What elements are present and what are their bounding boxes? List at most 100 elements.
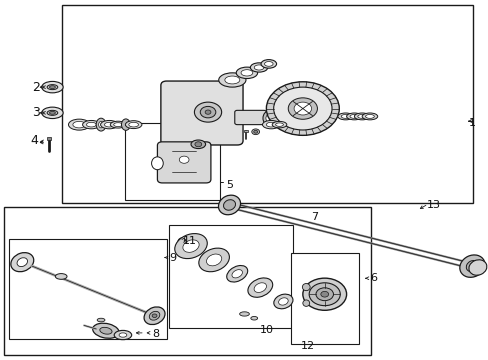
Ellipse shape [17, 258, 27, 266]
Ellipse shape [179, 156, 189, 163]
Ellipse shape [73, 121, 85, 128]
Ellipse shape [263, 111, 274, 125]
Ellipse shape [152, 314, 157, 318]
Text: 10: 10 [259, 325, 273, 335]
Ellipse shape [254, 65, 264, 70]
Ellipse shape [341, 114, 349, 118]
Ellipse shape [459, 255, 484, 277]
Ellipse shape [466, 261, 477, 272]
Ellipse shape [114, 330, 131, 340]
Ellipse shape [272, 121, 286, 128]
Ellipse shape [174, 234, 207, 258]
Ellipse shape [218, 195, 240, 215]
Bar [46, 138, 51, 140]
Ellipse shape [302, 284, 309, 291]
Ellipse shape [226, 266, 247, 282]
Ellipse shape [104, 122, 114, 127]
Ellipse shape [253, 130, 257, 133]
Ellipse shape [265, 114, 271, 122]
FancyBboxPatch shape [161, 81, 243, 145]
Ellipse shape [247, 278, 272, 297]
Text: 1: 1 [468, 118, 474, 128]
Ellipse shape [96, 118, 106, 131]
Ellipse shape [11, 253, 34, 272]
Ellipse shape [251, 129, 259, 135]
Ellipse shape [287, 98, 317, 119]
Ellipse shape [346, 113, 362, 120]
Ellipse shape [144, 307, 164, 325]
Bar [243, 130, 248, 132]
Ellipse shape [41, 81, 63, 93]
Bar [62, 5, 472, 203]
Ellipse shape [236, 67, 257, 78]
Ellipse shape [224, 76, 239, 84]
Ellipse shape [320, 291, 328, 297]
Ellipse shape [86, 122, 96, 127]
Ellipse shape [149, 311, 160, 320]
Ellipse shape [41, 107, 63, 118]
Ellipse shape [302, 300, 309, 306]
Ellipse shape [47, 111, 58, 115]
Ellipse shape [468, 260, 486, 275]
Text: 12: 12 [300, 342, 314, 351]
Ellipse shape [200, 107, 215, 118]
Ellipse shape [55, 274, 67, 279]
Text: 6: 6 [369, 273, 376, 283]
Ellipse shape [93, 323, 119, 338]
Ellipse shape [273, 294, 292, 309]
Ellipse shape [194, 102, 221, 122]
Ellipse shape [119, 333, 126, 337]
Text: 8: 8 [152, 329, 159, 339]
Bar [169, 225, 292, 328]
Ellipse shape [218, 73, 245, 87]
Ellipse shape [223, 200, 235, 210]
Ellipse shape [125, 121, 142, 129]
Ellipse shape [49, 86, 55, 89]
Ellipse shape [68, 119, 90, 130]
Ellipse shape [262, 121, 280, 129]
Text: 4: 4 [30, 134, 39, 147]
Ellipse shape [354, 113, 369, 120]
Text: 13: 13 [426, 200, 440, 210]
Ellipse shape [97, 318, 105, 322]
Ellipse shape [195, 142, 201, 147]
Ellipse shape [199, 248, 229, 272]
Ellipse shape [100, 327, 112, 334]
Ellipse shape [275, 123, 283, 126]
FancyBboxPatch shape [157, 142, 210, 183]
Ellipse shape [241, 70, 252, 76]
Ellipse shape [362, 113, 377, 120]
Text: 2: 2 [32, 81, 40, 94]
Ellipse shape [183, 240, 199, 252]
Text: 7: 7 [310, 212, 318, 222]
Ellipse shape [261, 60, 276, 68]
Ellipse shape [315, 288, 333, 301]
Ellipse shape [264, 62, 272, 66]
Text: 5: 5 [225, 180, 233, 190]
Text: 3: 3 [32, 106, 40, 120]
Ellipse shape [349, 114, 358, 118]
Ellipse shape [110, 121, 125, 128]
Text: 9: 9 [169, 252, 176, 262]
Ellipse shape [250, 63, 267, 72]
FancyBboxPatch shape [234, 111, 266, 125]
Ellipse shape [82, 121, 100, 129]
Ellipse shape [365, 114, 373, 118]
Bar [9, 239, 166, 339]
Ellipse shape [121, 119, 130, 130]
Ellipse shape [47, 85, 58, 90]
Bar [4, 207, 370, 355]
Ellipse shape [278, 298, 287, 305]
Ellipse shape [266, 82, 339, 135]
Ellipse shape [357, 114, 366, 118]
Ellipse shape [254, 283, 266, 292]
Ellipse shape [101, 121, 118, 129]
Ellipse shape [266, 122, 276, 127]
Ellipse shape [204, 110, 210, 114]
Ellipse shape [206, 254, 221, 266]
Ellipse shape [239, 312, 249, 316]
Ellipse shape [337, 113, 353, 120]
Ellipse shape [231, 270, 242, 278]
Ellipse shape [250, 316, 257, 320]
Ellipse shape [293, 102, 311, 115]
